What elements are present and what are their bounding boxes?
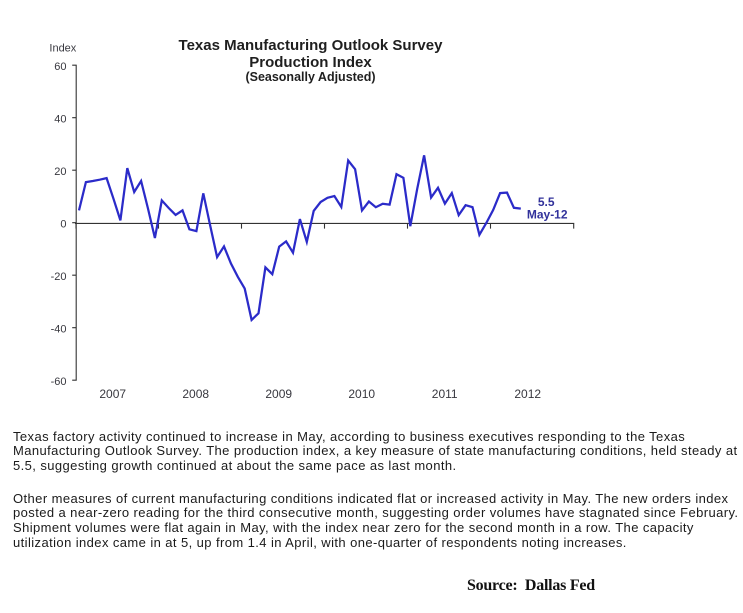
- svg-text:2008: 2008: [182, 387, 209, 401]
- svg-text:2012: 2012: [514, 387, 541, 401]
- svg-text:5.5: 5.5: [538, 195, 555, 209]
- svg-text:-20: -20: [51, 271, 67, 283]
- svg-text:-40: -40: [51, 324, 67, 336]
- svg-text:2011: 2011: [432, 387, 458, 401]
- svg-text:20: 20: [54, 166, 66, 178]
- svg-text:-60: -60: [51, 376, 67, 388]
- svg-text:Index: Index: [49, 43, 76, 55]
- svg-text:2007: 2007: [99, 387, 126, 401]
- svg-text:2009: 2009: [265, 387, 292, 401]
- svg-text:40: 40: [54, 114, 66, 126]
- svg-text:60: 60: [54, 61, 66, 73]
- svg-text:2010: 2010: [348, 387, 375, 401]
- svg-text:May-12: May-12: [527, 207, 568, 221]
- svg-text:Production Index: Production Index: [249, 54, 372, 71]
- svg-text:Texas Manufacturing Outlook Su: Texas Manufacturing Outlook Survey: [179, 37, 444, 54]
- svg-text:0: 0: [60, 219, 66, 231]
- svg-text:(Seasonally Adjusted): (Seasonally Adjusted): [245, 70, 375, 84]
